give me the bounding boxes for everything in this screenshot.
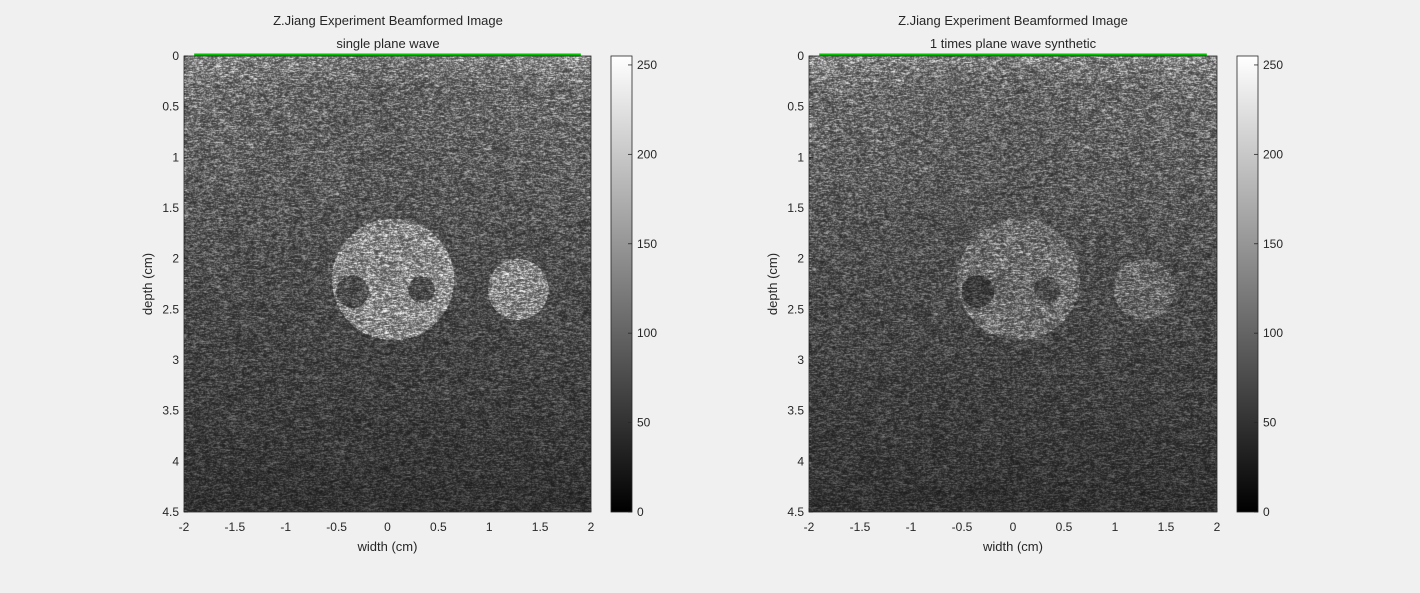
colorbar-tick-label: 0 — [1263, 505, 1270, 519]
y-tick-label: 0 — [172, 49, 179, 63]
x-tick-label: 1.5 — [532, 520, 549, 534]
colorbar — [1236, 55, 1259, 513]
y-tick-label: 0.5 — [162, 100, 179, 114]
colorbar-tick-label: 150 — [637, 237, 657, 251]
y-tick-label: 2.5 — [162, 302, 179, 316]
colorbar — [610, 55, 633, 513]
y-tick-label: 4 — [797, 454, 804, 468]
chart-subtitle: single plane wave — [336, 36, 439, 51]
beamformed-image — [809, 56, 1217, 512]
y-axis-label: depth (cm) — [765, 253, 780, 315]
x-axis-label: width (cm) — [982, 539, 1043, 554]
y-tick-label: 3 — [797, 353, 804, 367]
y-tick-label: 0 — [797, 49, 804, 63]
y-axis-label: depth (cm) — [140, 253, 155, 315]
chart-panel-1: -2 -1.5 -1 -0.5 0 0.5 1 1.5 2 0 0.5 1 1.5 2 2.5 3 3.5 4 4.… — [140, 13, 657, 554]
x-tick-label: -2 — [179, 520, 190, 534]
y-tick-label: 3.5 — [162, 404, 179, 418]
x-tick-label: 0.5 — [430, 520, 447, 534]
x-tick-label: -2 — [804, 520, 815, 534]
x-axis-label: width (cm) — [357, 539, 418, 554]
x-tick-label: 1 — [1112, 520, 1119, 534]
x-tick-label: -0.5 — [326, 520, 347, 534]
y-tick-label: 1 — [797, 150, 804, 164]
colorbar-tick-label: 200 — [637, 147, 657, 161]
x-tick-label: -0.5 — [952, 520, 973, 534]
x-tick-label: 1.5 — [1158, 520, 1175, 534]
x-tick-label: 2 — [588, 520, 595, 534]
x-tick-label: -1.5 — [225, 520, 246, 534]
colorbar-tick-label: 150 — [1263, 237, 1283, 251]
x-tick-label: -1 — [906, 520, 917, 534]
y-tick-label: 3 — [172, 353, 179, 367]
colorbar-tick-label: 250 — [637, 58, 657, 72]
y-tick-label: 4.5 — [162, 505, 179, 519]
colorbar-tick-label: 100 — [637, 326, 657, 340]
colorbar-tick-label: 0 — [637, 505, 644, 519]
y-tick-label: 1.5 — [787, 201, 804, 215]
x-tick-label: 0 — [384, 520, 391, 534]
y-tick-label: 3.5 — [787, 404, 804, 418]
y-tick-label: 4 — [172, 454, 179, 468]
x-tick-label: 2 — [1214, 520, 1221, 534]
chart-title: Z.Jiang Experiment Beamformed Image — [898, 13, 1128, 28]
chart-title: Z.Jiang Experiment Beamformed Image — [273, 13, 503, 28]
y-tick-label: 2.5 — [787, 302, 804, 316]
chart-subtitle: 1 times plane wave synthetic — [930, 36, 1097, 51]
colorbar-tick-label: 50 — [1263, 416, 1277, 430]
colorbar-tick-label: 50 — [637, 416, 651, 430]
colorbar-tick-label: 250 — [1263, 58, 1283, 72]
y-tick-label: 0.5 — [787, 100, 804, 114]
colorbar-tick-label: 100 — [1263, 326, 1283, 340]
x-tick-label: -1.5 — [850, 520, 871, 534]
colorbar-tick-label: 200 — [1263, 147, 1283, 161]
y-tick-label: 1 — [172, 150, 179, 164]
x-tick-label: 0 — [1010, 520, 1017, 534]
beamformed-image — [184, 56, 591, 512]
y-tick-label: 1.5 — [162, 201, 179, 215]
y-tick-label: 2 — [172, 252, 179, 266]
y-tick-label: 4.5 — [787, 505, 804, 519]
x-tick-label: 1 — [486, 520, 493, 534]
y-tick-label: 2 — [797, 252, 804, 266]
chart-panel-2: -2 -1.5 -1 -0.5 0 0.5 1 1.5 2 0 0.5 1 1.5 2 2.5 3 3.5 4 4.… — [765, 13, 1283, 554]
x-tick-label: -1 — [280, 520, 291, 534]
x-tick-label: 0.5 — [1056, 520, 1073, 534]
